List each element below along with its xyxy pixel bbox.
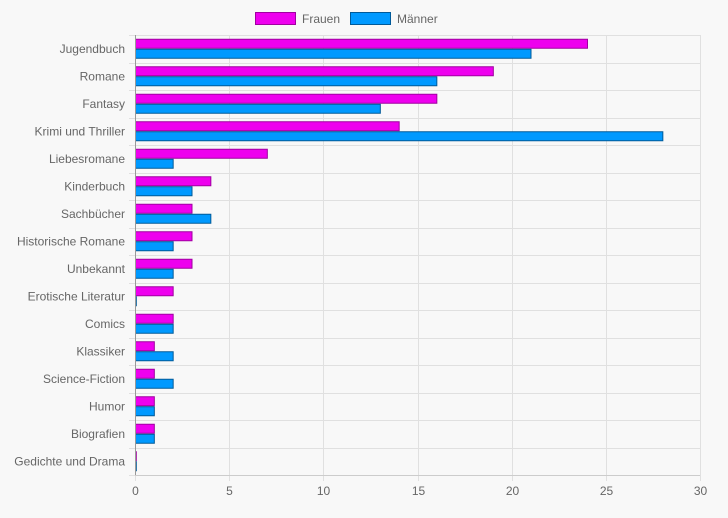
category-label: Historische Romane (17, 234, 125, 248)
bar-frauen (135, 423, 155, 434)
bar-maenner (135, 323, 174, 334)
bar-frauen (135, 396, 155, 407)
category-label: Humor (89, 399, 125, 413)
bar-maenner (135, 406, 155, 417)
bar-frauen (135, 231, 193, 242)
x-tick-label: 30 (694, 484, 708, 498)
x-tick-label: 15 (412, 484, 426, 498)
bar-maenner (135, 131, 664, 142)
bar-frauen (135, 286, 174, 297)
bar-frauen (135, 203, 193, 214)
x-tick-label: 25 (600, 484, 614, 498)
bar-frauen (135, 176, 212, 187)
bar-frauen (135, 368, 155, 379)
legend: Frauen Männer (255, 12, 438, 26)
category-label: Sachbücher (61, 207, 125, 221)
category-label: Romane (80, 69, 126, 83)
bar-maenner (135, 378, 174, 389)
bar-frauen (135, 66, 494, 77)
category-label: Biografien (71, 427, 125, 441)
bar-maenner (135, 268, 174, 279)
bar-frauen (135, 313, 174, 324)
bar-frauen (135, 93, 438, 104)
x-tick-label: 5 (226, 484, 233, 498)
grid (129, 35, 701, 481)
legend-label: Frauen (302, 12, 340, 26)
bar-maenner (135, 158, 174, 169)
bar-frauen (135, 121, 400, 132)
bar-frauen (135, 38, 588, 49)
bar-maenner (135, 351, 174, 362)
bar-frauen (135, 148, 268, 159)
category-label: Gedichte und Drama (14, 454, 125, 468)
bar-maenner (135, 186, 193, 197)
axes: 0 5 10 15 20 25 30 Jugendbuch Romane Fantasy Krimi… (14, 35, 707, 498)
category-label: Liebesromane (49, 152, 125, 166)
bar-maenner (135, 76, 438, 87)
bar-frauen (135, 258, 193, 269)
x-tick-label: 20 (506, 484, 520, 498)
bar-maenner (135, 213, 212, 224)
category-label: Unbekannt (67, 262, 126, 276)
category-label: Kinderbuch (64, 179, 125, 193)
x-tick-label: 0 (132, 484, 139, 498)
category-label: Comics (85, 317, 125, 331)
category-label: Fantasy (82, 97, 125, 111)
category-label: Klassiker (76, 344, 125, 358)
bar-frauen (135, 341, 155, 352)
legend-swatch-maenner (350, 12, 391, 25)
bar-maenner (135, 241, 174, 252)
category-label: Erotische Literatur (28, 289, 125, 303)
x-tick-label: 10 (317, 484, 331, 498)
category-label: Science-Fiction (43, 372, 125, 386)
legend-label: Männer (397, 12, 438, 26)
bar-maenner (135, 433, 155, 444)
category-label: Jugendbuch (60, 42, 125, 56)
bar-maenner (135, 103, 381, 114)
legend-swatch-frauen (255, 12, 296, 25)
category-label: Krimi und Thriller (35, 124, 125, 138)
bar-maenner (135, 48, 532, 59)
